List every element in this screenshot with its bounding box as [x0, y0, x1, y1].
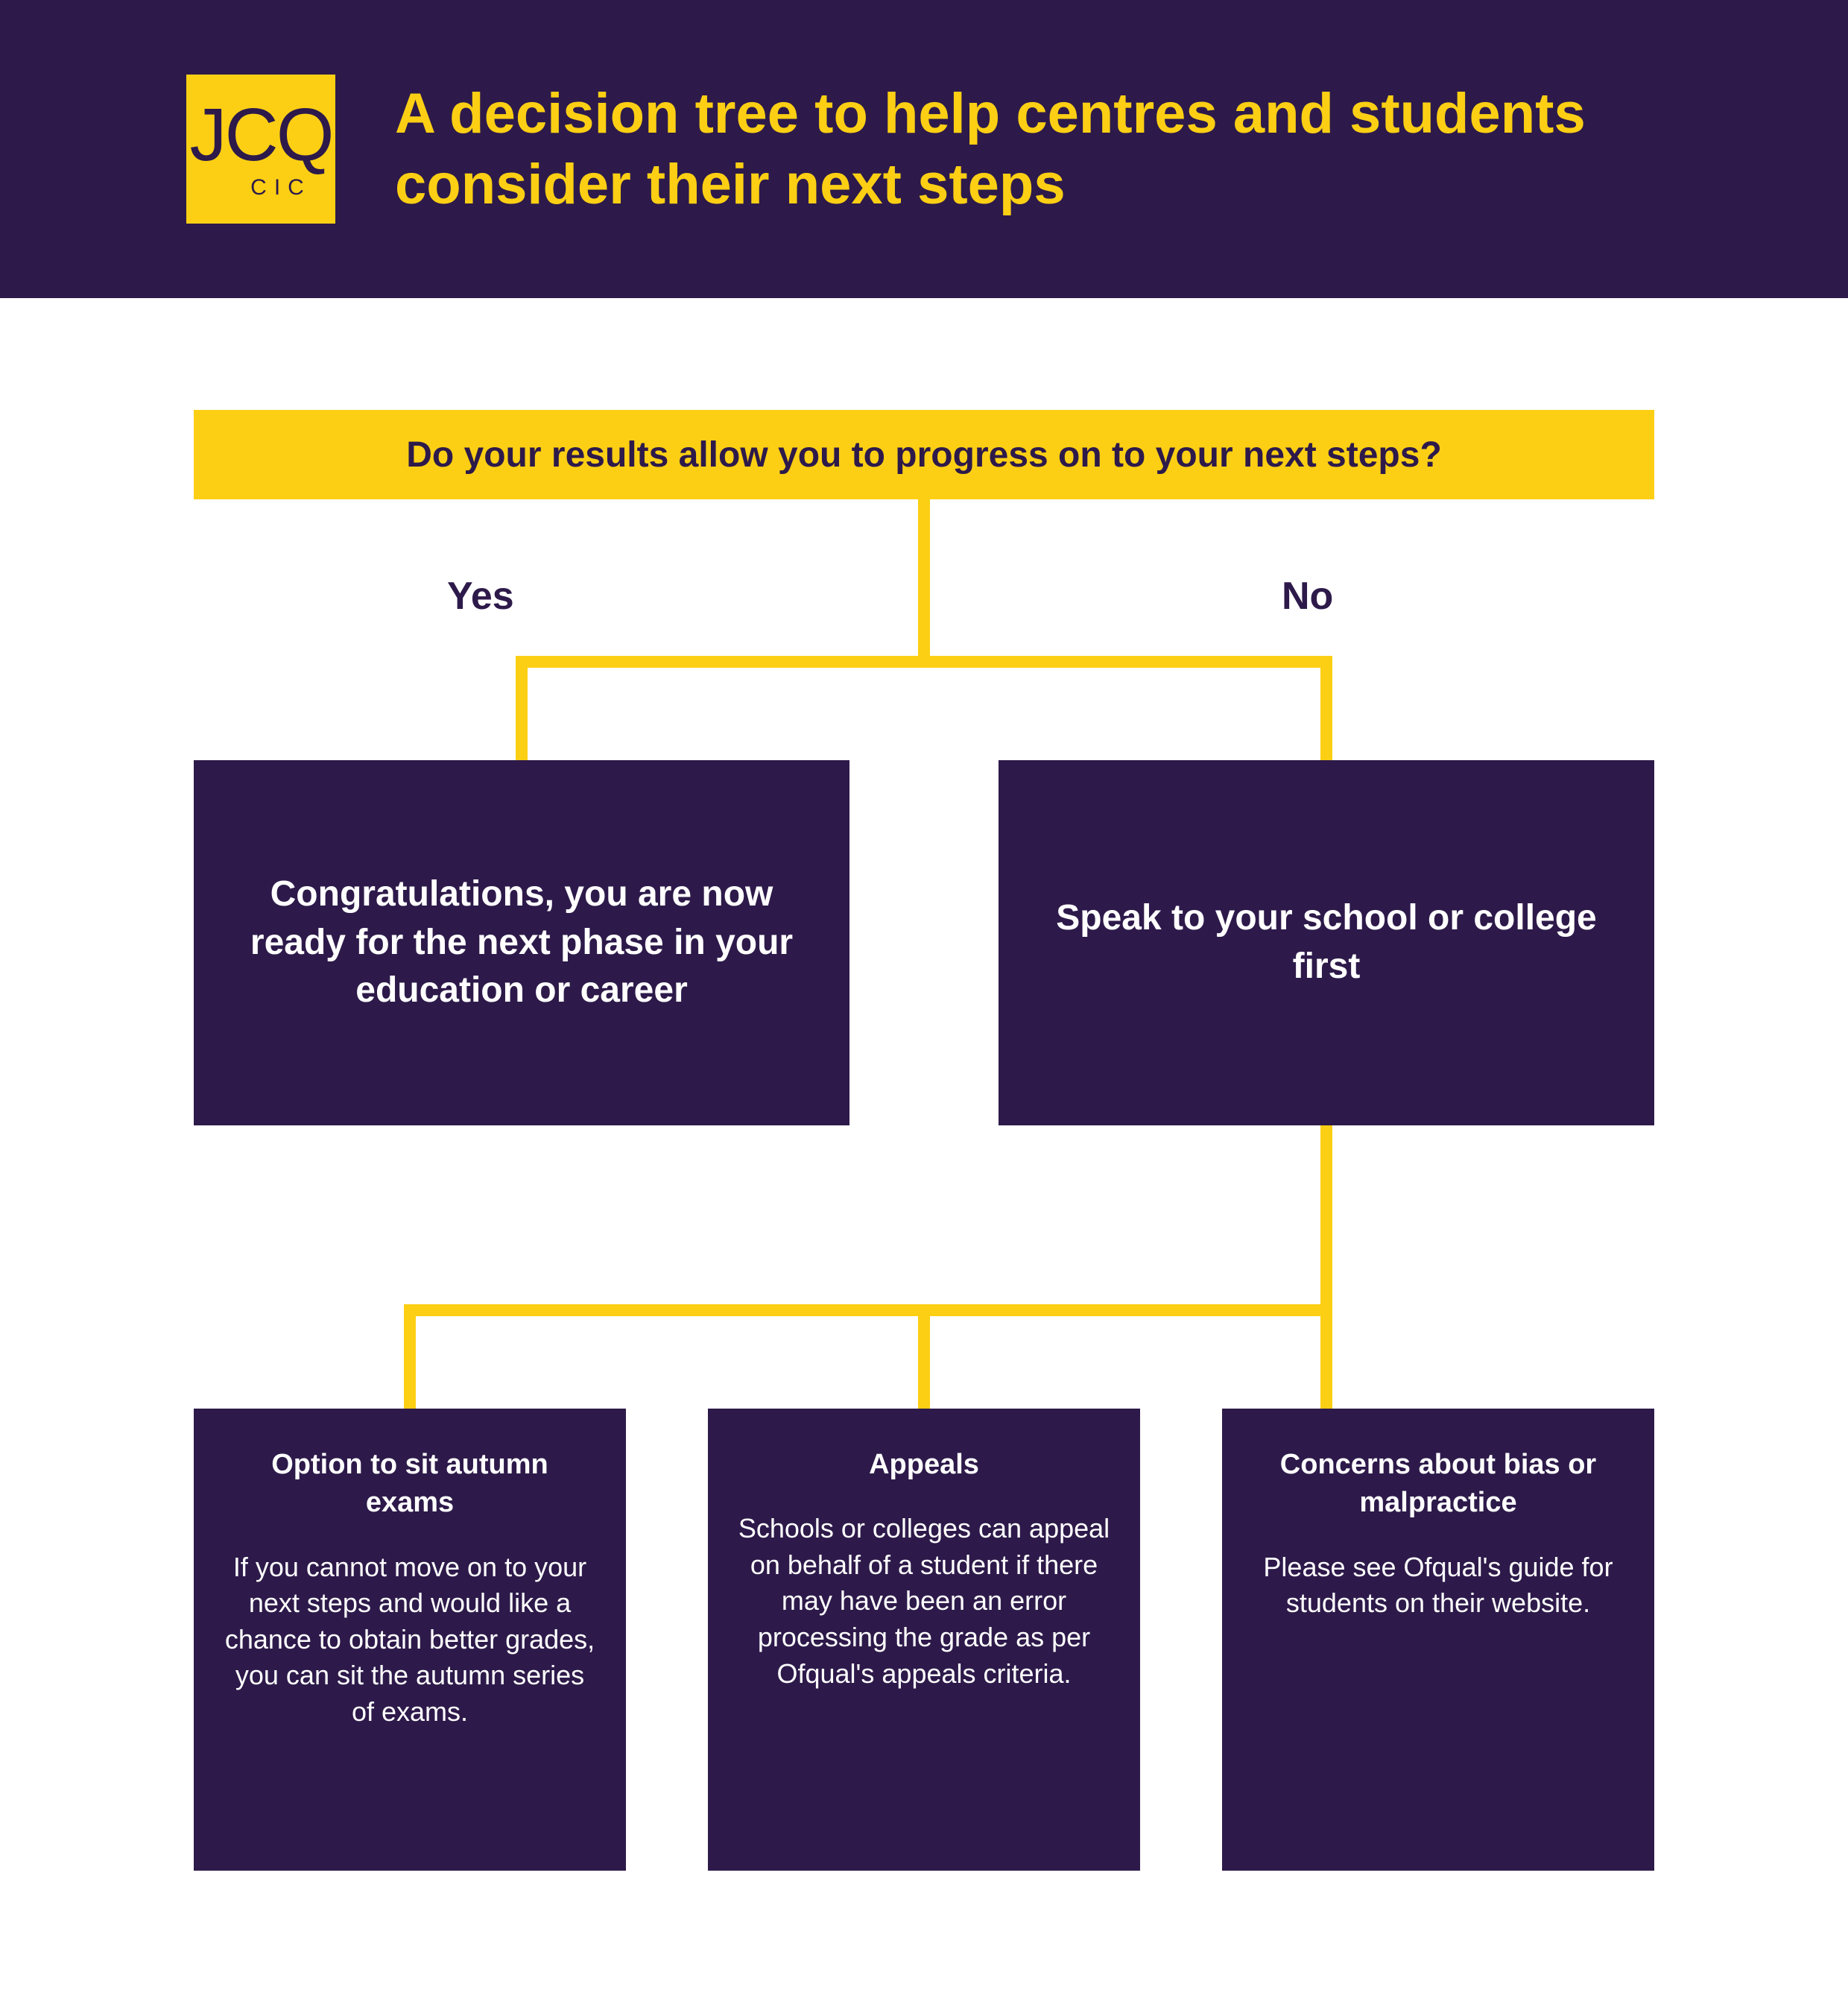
connector-drop-opt2 — [918, 1304, 930, 1409]
option-autumn-title: Option to sit autumn exams — [224, 1446, 596, 1523]
page-title: A decision tree to help centres and stud… — [395, 78, 1662, 220]
connector-drop-opt1 — [404, 1304, 416, 1409]
outcome-yes-box: Congratulations, you are now ready for t… — [194, 760, 849, 1125]
outcome-no-box: Speak to your school or college first — [999, 760, 1654, 1125]
option-appeals-body: Schools or colleges can appeal on behalf… — [738, 1511, 1110, 1692]
option-bias-body: Please see Ofqual's guide for students o… — [1252, 1549, 1624, 1622]
connector-split-level3 — [404, 1304, 1332, 1316]
connector-drop-opt3 — [1320, 1304, 1332, 1409]
branch-label-no: No — [1282, 574, 1333, 619]
connector-split-top — [516, 656, 1332, 668]
connector-stem — [918, 499, 930, 656]
jcq-logo: JCQ CIC — [186, 75, 335, 224]
connector-no-stem2 — [1320, 1125, 1332, 1304]
option-bias-title: Concerns about bias or malpractice — [1252, 1446, 1624, 1523]
option-bias: Concerns about bias or malpractice Pleas… — [1222, 1409, 1654, 1871]
connector-no-drop — [1320, 656, 1332, 760]
branch-label-yes: Yes — [447, 574, 514, 619]
logo-text-sub: CIC — [250, 175, 311, 200]
flowchart: Do your results allow you to progress on… — [0, 298, 1848, 1960]
connector-yes-drop — [516, 656, 528, 760]
root-question: Do your results allow you to progress on… — [194, 410, 1654, 499]
option-appeals-title: Appeals — [738, 1446, 1110, 1484]
option-autumn-body: If you cannot move on to your next steps… — [224, 1549, 596, 1731]
logo-text-main: JCQ — [190, 98, 332, 172]
option-appeals: Appeals Schools or colleges can appeal o… — [708, 1409, 1140, 1871]
option-autumn-exams: Option to sit autumn exams If you cannot… — [194, 1409, 626, 1871]
header-banner: JCQ CIC A decision tree to help centres … — [0, 0, 1848, 298]
